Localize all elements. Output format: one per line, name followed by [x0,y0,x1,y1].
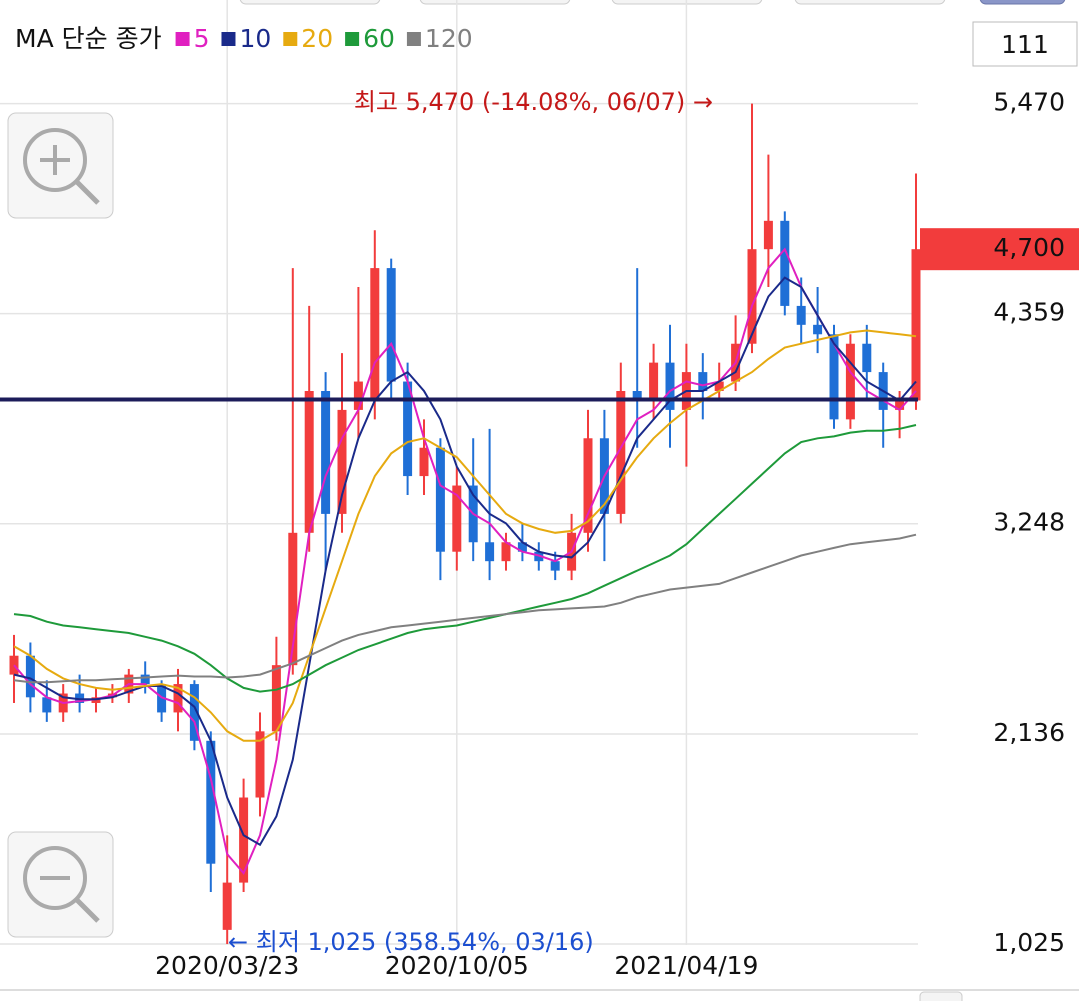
legend-swatch [406,32,421,46]
icon [74,179,100,205]
y-tick-label: 3,248 [993,508,1065,537]
candle-body [780,220,790,306]
candle-body [665,362,675,410]
tab[interactable] [979,0,1066,5]
candle-body [288,532,298,666]
candle-body [321,390,331,514]
candle-body [583,438,593,533]
candle-body [747,249,757,344]
candle-body [649,362,659,401]
legend-swatch [283,32,298,46]
candle-body [9,655,19,675]
legend-label: 60 [363,24,395,53]
x-tick-label: 2021/04/19 [614,951,758,980]
candle-body [370,268,380,401]
ma-line [13,276,917,847]
candle-body [813,324,823,335]
candle-body [829,334,839,420]
legend-swatch [345,32,360,46]
low-annotation: ← 최저 1,025 (358.54%, 03/16) [228,928,594,956]
candle-body [42,697,52,713]
legend-title: MA 단순 종가 [15,24,162,53]
candle-body [845,343,855,420]
legend-label: 20 [301,24,333,53]
candle-body [173,684,183,713]
last-price-box [920,228,1079,271]
candle-body [206,740,216,864]
icon [23,128,87,192]
candle-body [189,684,199,741]
last-price-label: 4,700 [993,233,1065,262]
high-annotation: 최고 5,470 (-14.08%, 06/07) → [354,88,713,116]
candle-body [255,731,265,798]
candle-body [386,268,396,382]
candle-body [632,390,642,401]
icon [23,846,87,910]
candle-body [517,542,527,552]
x-tick-label: 2020/03/23 [155,951,299,980]
candle-body [550,561,560,571]
tab[interactable] [419,0,571,5]
top-tabs [239,0,1066,5]
candle-body [698,372,708,391]
candle-body [271,665,281,732]
counter-box[interactable] [972,21,1078,67]
candle-body [222,882,232,930]
candle-body [895,400,905,410]
candle-body [304,390,314,533]
tab[interactable] [239,0,381,5]
candle-body [140,674,150,685]
y-tick-label: 1,025 [993,928,1065,957]
panel-button[interactable] [919,991,963,1001]
y-tick-label: 4,359 [993,298,1065,327]
candle-body [337,409,347,514]
icon [74,897,100,923]
candle-body [911,249,921,401]
ma-line [13,533,917,684]
zoom-out-button[interactable] [7,831,114,938]
candle-body [353,381,363,410]
ma-line [13,424,917,693]
legend-label: 120 [425,24,473,53]
legend: MA 단순 종가 5 10 20 60 120 [15,24,473,53]
candle-body [862,343,872,373]
candle-body [419,447,429,477]
candle-body [25,655,35,698]
candle-body [501,542,511,562]
candle-body [763,220,773,250]
tab[interactable] [794,0,946,5]
candle-body [452,485,462,552]
plot-area [0,0,921,945]
candle-body [485,542,495,562]
legend-label: 5 [194,24,210,53]
candle-body [239,797,249,883]
legend-swatch [175,32,190,46]
ma-line [13,329,917,742]
legend-swatch [221,32,236,46]
candle-body [403,381,413,477]
counter: 111 [1001,30,1049,59]
y-tick-label: 2,136 [993,718,1065,747]
legend-label: 10 [239,24,271,53]
y-tick-label: 5,470 [993,88,1065,117]
ma-line [13,247,917,875]
zoom-in-button[interactable] [7,112,114,219]
candle-body [435,447,445,552]
candle-body [714,381,724,391]
x-tick-label: 2020/10/05 [385,951,529,980]
candle-body [796,305,806,325]
candle-body [616,390,626,514]
